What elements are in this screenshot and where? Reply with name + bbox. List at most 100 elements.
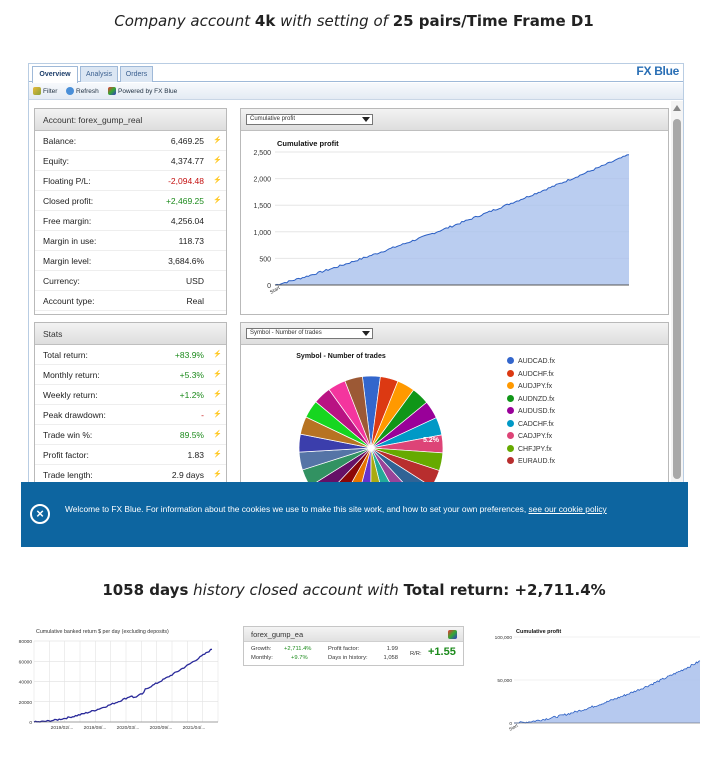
days-row: Days in history: 1,058 xyxy=(328,655,398,661)
chart-type-select[interactable]: Cumulative profit xyxy=(246,114,373,125)
cookie-policy-link[interactable]: see our cookie policy xyxy=(528,504,607,514)
chevron-down-icon xyxy=(362,331,370,336)
caption-text: Company account xyxy=(114,12,255,30)
close-icon[interactable]: × xyxy=(30,504,50,524)
y-tick-label: 60000 xyxy=(19,659,33,665)
legend-item[interactable]: AUDJPY.fx xyxy=(507,381,552,393)
stat-value: -2,094.48 xyxy=(168,176,204,186)
stat-row: Balance: 6,469.25 ⚡ xyxy=(35,131,226,151)
y-tick-label: 20000 xyxy=(19,700,33,706)
tab-overview[interactable]: Overview xyxy=(32,66,78,83)
stat-value: +2,469.25 xyxy=(165,196,204,206)
stat-row: Account type: Real xyxy=(35,291,226,311)
pie-type-select-value: Symbol - Number of trades xyxy=(250,330,322,336)
stat-value: 1.83 xyxy=(187,450,204,460)
cookie-banner: × Welcome to FX Blue. For information ab… xyxy=(21,482,688,547)
rr-label: R/R: xyxy=(410,651,422,657)
legend-label: AUDJPY.fx xyxy=(518,383,553,390)
chevron-down-icon xyxy=(362,117,370,122)
stats-title: Stats xyxy=(35,323,226,345)
y-tick-label: 1,500 xyxy=(253,203,271,210)
legend-dot xyxy=(507,382,514,389)
cumulative-profit-chart: 2,500 2,000 1,500 1,000 500 0 Cumulative profi… xyxy=(253,139,630,296)
pie-type-select[interactable]: Symbol - Number of trades xyxy=(246,328,373,339)
chart-link-icon[interactable]: ⚡ xyxy=(213,351,222,358)
pie-slice xyxy=(370,447,390,482)
stat-label: Floating P/L: xyxy=(43,176,91,186)
y-tick-label: 100,000 xyxy=(495,635,513,641)
legend-label: CHFJPY.fx xyxy=(518,445,552,453)
legend-dot xyxy=(507,444,514,452)
stat-label: Peak drawdown: xyxy=(43,410,106,420)
chart-type-select-value: Cumulative profit xyxy=(250,116,296,122)
chart-link-icon[interactable]: ⚡ xyxy=(213,137,222,144)
filter-button[interactable]: Filter xyxy=(33,87,57,95)
stat-row: Trade length: 2.9 days ⚡ xyxy=(35,465,226,482)
stat-row: Currency: USD xyxy=(35,271,226,291)
series-line xyxy=(33,648,213,723)
filter-icon xyxy=(33,87,41,95)
stats-panel: Stats Total return: +83.9% ⚡ Monthly return… xyxy=(34,322,227,482)
stat-label: Profit factor: xyxy=(43,450,89,460)
pie-slice xyxy=(370,447,404,482)
pie-panel-head: Symbol - Number of trades xyxy=(241,323,668,345)
tab-analysis[interactable]: Analysis xyxy=(80,66,118,82)
area-fill xyxy=(275,154,629,285)
stat-value: 118.73 xyxy=(178,236,204,246)
legend-item[interactable]: CADCHF.fx xyxy=(507,419,554,431)
stat-row: Floating P/L: -2,094.48 ⚡ xyxy=(35,171,226,191)
legend-item[interactable]: CADJPY.fx xyxy=(507,431,552,443)
legend-label: AUDNZD.fx xyxy=(518,395,555,403)
profit-factor-value: 1.99 xyxy=(386,646,398,652)
legend-dot xyxy=(507,432,514,439)
chart-link-icon[interactable]: ⚡ xyxy=(213,471,222,478)
chart-title: Cumulative profit xyxy=(277,139,339,148)
stat-label: Trade length: xyxy=(43,470,93,480)
account-rows: Balance: 6,469.25 ⚡ Equity: 4,374.77 ⚡ Floatin… xyxy=(35,131,226,311)
chart-link-icon[interactable]: ⚡ xyxy=(213,177,222,184)
legend-item[interactable]: AUDCHF.fx xyxy=(507,369,554,381)
y-tick-label: 40000 xyxy=(19,680,33,686)
stat-value: 3,684.6% xyxy=(168,256,204,266)
chart-link-icon[interactable]: ⚡ xyxy=(213,197,222,204)
stat-value: +1.2% xyxy=(179,390,204,400)
filter-label: Filter xyxy=(43,87,58,95)
legend-item[interactable]: CHFJPY.fx xyxy=(507,444,552,456)
stat-row: Total return: +83.9% ⚡ xyxy=(35,345,226,365)
scroll-up-icon[interactable] xyxy=(673,105,681,111)
stat-label: Total return: xyxy=(43,350,88,360)
x-tick-label: 2019/02/... xyxy=(51,725,74,731)
stat-value: 4,374.77 xyxy=(170,156,204,166)
stat-row: Closed profit: +2,469.25 ⚡ xyxy=(35,191,226,211)
stat-label: Margin level: xyxy=(43,256,92,266)
legend-item[interactable]: AUDNZD.fx xyxy=(507,394,555,406)
chart-link-icon[interactable]: ⚡ xyxy=(213,391,222,398)
pie-title: Symbol - Number of trades xyxy=(296,353,386,360)
stat-row: Margin in use: 118.73 xyxy=(35,231,226,251)
chart-link-icon[interactable]: ⚡ xyxy=(213,371,222,378)
stat-value: USD xyxy=(186,276,204,286)
scrollbar[interactable] xyxy=(671,101,683,482)
account-panel: Account: forex_gump_real Balance: 6,469.2… xyxy=(34,108,227,315)
stat-label: Account type: xyxy=(43,296,95,306)
refresh-button[interactable]: Refresh xyxy=(66,87,99,95)
legend-item[interactable]: EURAUD.fx xyxy=(507,456,555,468)
legend-item[interactable]: AUDCAD.fx xyxy=(507,356,555,368)
stat-row: Free margin: 4,256.04 xyxy=(35,211,226,231)
scroll-thumb[interactable] xyxy=(673,119,681,479)
legend-dot xyxy=(507,369,514,377)
chart-link-icon[interactable]: ⚡ xyxy=(213,431,222,438)
tab-orders[interactable]: Orders xyxy=(120,66,153,82)
legend-label: AUDUSD.fx xyxy=(518,408,555,415)
y-tick-label: 80000 xyxy=(19,639,33,645)
chart-link-icon[interactable]: ⚡ xyxy=(213,157,222,164)
x-tick-label: 2020/09/... xyxy=(150,725,173,731)
legend-dot xyxy=(507,419,514,427)
powered-by-link[interactable]: Powered by FX Blue xyxy=(108,87,177,95)
monthly-label: Monthly: xyxy=(251,655,273,661)
chart-link-icon[interactable]: ⚡ xyxy=(213,411,222,418)
chart-link-icon[interactable]: ⚡ xyxy=(213,451,222,458)
caption-bold: 25 pairs/Time Frame D1 xyxy=(392,12,594,30)
pie-slice xyxy=(370,447,380,482)
legend-item[interactable]: AUDUSD.fx xyxy=(507,406,555,418)
